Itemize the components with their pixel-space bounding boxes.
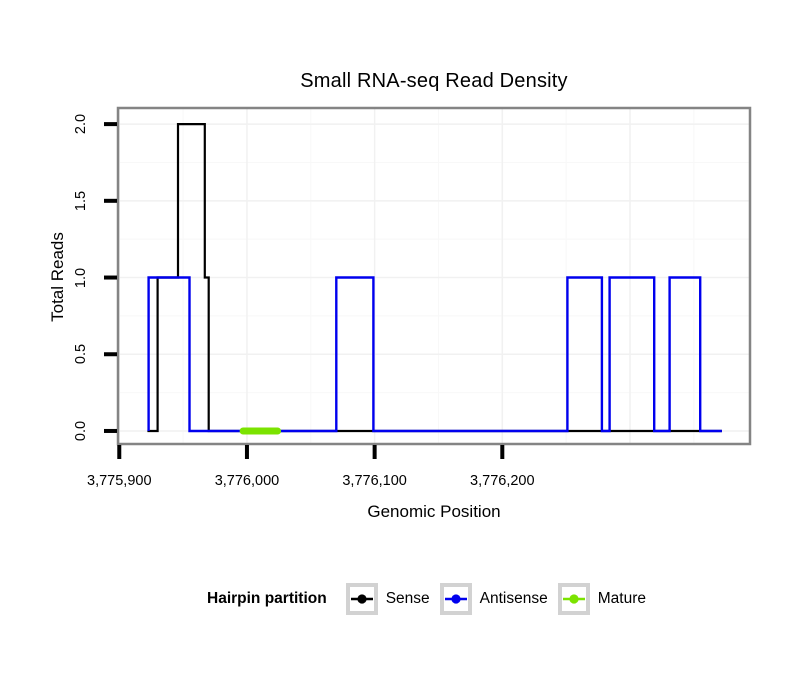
x-axis-title: Genomic Position: [367, 502, 501, 521]
legend-label: Mature: [597, 590, 646, 607]
legend-item-mature: Mature: [557, 583, 646, 615]
series-line-antisense: [147, 276, 722, 433]
x-tick-label: 3,776,100: [342, 473, 407, 489]
x-tick-label: 3,776,000: [214, 473, 280, 489]
x-tick-label: 3,776,200: [470, 473, 535, 489]
series-line-sense: [147, 123, 722, 433]
legend: Hairpin partition Sense Antisense Mature: [207, 582, 646, 616]
legend-key-icon: [345, 583, 378, 615]
panel-border: [116, 106, 752, 446]
x-tick-label: 3,775,900: [87, 473, 152, 489]
legend-key-icon: [557, 583, 590, 615]
y-tick-label: 0.5: [73, 344, 89, 365]
legend-label: Antisense: [479, 590, 548, 607]
legend-items: Sense Antisense Mature: [345, 583, 646, 615]
y-tick-label: 2.0: [73, 114, 89, 135]
y-axis-title: Total Reads: [48, 232, 67, 322]
chart-title: Small RNA-seq Read Density: [300, 70, 568, 92]
legend-label: Sense: [385, 590, 430, 607]
legend-key-icon: [439, 583, 472, 615]
y-tick-label: 0.0: [73, 420, 89, 442]
legend-item-sense: Sense: [345, 583, 430, 615]
y-tick-label: 1.5: [73, 190, 89, 211]
y-tick-label: 1.0: [73, 267, 89, 288]
legend-title: Hairpin partition: [207, 590, 327, 607]
legend-item-antisense: Antisense: [439, 583, 548, 615]
